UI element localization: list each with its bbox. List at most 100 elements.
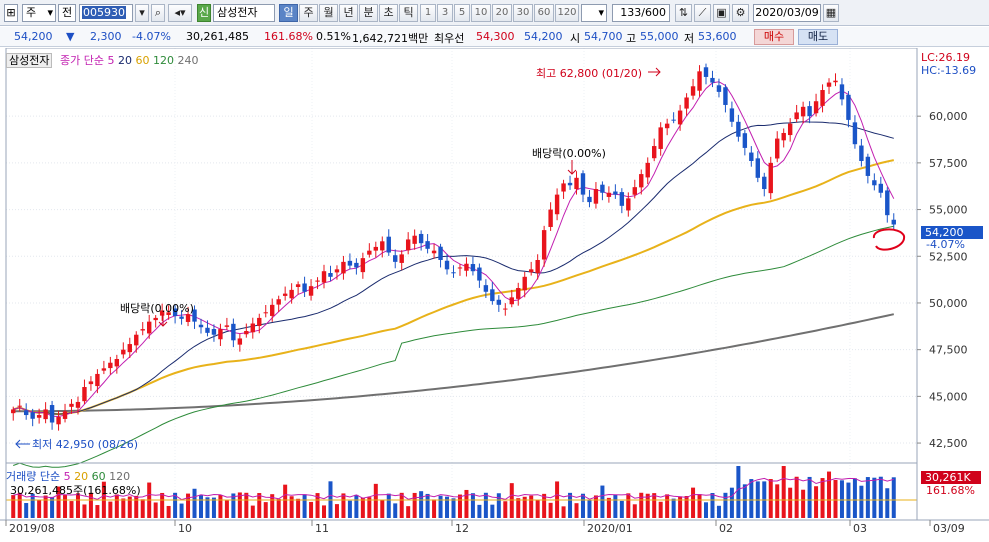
interval-custom-input[interactable]: ▾ <box>581 4 607 22</box>
candle-body <box>483 285 489 292</box>
legend-ma20: 20 <box>117 54 132 67</box>
volume-bar <box>496 493 501 518</box>
candle-body <box>367 250 372 255</box>
volume-bar <box>580 493 585 518</box>
buy-button[interactable]: 매수 <box>754 29 794 45</box>
y-tick-label: 45,000 <box>929 390 968 403</box>
candle-body <box>121 349 126 355</box>
price-chart[interactable]: 42,500 45,000 47,500 50,000 52,500 55,000 57,5… <box>0 47 989 539</box>
period-year[interactable]: 년 <box>339 4 358 22</box>
candle-body <box>56 416 61 425</box>
code-input[interactable]: 005930 <box>79 4 133 22</box>
volume-bar <box>231 493 236 518</box>
interval-20[interactable]: 20 <box>492 4 512 22</box>
volume-bar <box>30 493 35 518</box>
market-select-value: 주 <box>26 6 37 19</box>
gear-icon[interactable]: ⚙ <box>732 4 749 22</box>
search-icon[interactable]: ⌕ <box>151 4 165 22</box>
candle-body <box>729 108 735 122</box>
candle-body <box>328 273 333 277</box>
high-price: 55,000 <box>640 30 679 43</box>
price-legend: 삼성전자 종가 단순 5 20 60 120 240 <box>6 52 198 68</box>
volume-bar <box>872 477 877 518</box>
min-annotation: 최저 42,950 (08/26) <box>32 438 139 451</box>
volume-bar <box>768 479 773 518</box>
candle-body <box>211 329 217 335</box>
volume-bar <box>814 486 819 518</box>
open-label: 시 <box>570 32 581 45</box>
legend-stock: 삼성전자 <box>6 53 53 68</box>
volume-bar <box>457 494 462 518</box>
volume-bar <box>691 487 696 518</box>
stock-name: 삼성전자 <box>213 4 275 22</box>
candle-body <box>321 271 327 283</box>
period-second[interactable]: 초 <box>379 4 398 22</box>
candle-body <box>451 272 456 274</box>
market-select[interactable]: 주 ▾ <box>22 4 56 22</box>
interval-10[interactable]: 10 <box>471 4 491 22</box>
calendar-icon[interactable]: ▦ <box>823 4 839 22</box>
volume-bar <box>121 498 126 518</box>
interval-60[interactable]: 60 <box>534 4 554 22</box>
candle-body <box>742 133 748 148</box>
last-price-tag: 54,200 <box>921 226 983 239</box>
period-day[interactable]: 일 <box>279 4 298 22</box>
count-input[interactable]: 133/600 <box>612 4 670 22</box>
max-annotation: 최고 62,800 (01/20) <box>536 67 643 80</box>
volume-bar <box>283 484 288 518</box>
candle-body <box>658 127 663 149</box>
highlight-circle <box>873 228 905 251</box>
volume-bar <box>665 494 670 518</box>
interval-1[interactable]: 1 <box>420 4 436 22</box>
volume-bar <box>367 497 372 518</box>
volume-bar <box>859 485 864 518</box>
volume-bar <box>749 479 754 518</box>
candle-body <box>632 187 637 195</box>
legend-ma120: 120 <box>152 54 174 67</box>
volume-bar <box>166 505 171 518</box>
current-price: 54,200 <box>14 30 53 43</box>
volume-bar <box>516 498 521 518</box>
interval-3[interactable]: 3 <box>437 4 453 22</box>
candle-body <box>295 284 301 287</box>
period-tick[interactable]: 틱 <box>399 4 418 22</box>
candle-body <box>710 77 715 83</box>
volume-bar <box>257 493 262 518</box>
ma5-line <box>13 81 895 418</box>
save-icon[interactable]: ▣ <box>713 4 730 22</box>
candle-body <box>671 119 676 121</box>
candle-body <box>218 329 223 340</box>
sell-button[interactable]: 매도 <box>798 29 838 45</box>
volume-bar <box>697 494 702 518</box>
candle-body <box>833 80 838 83</box>
chart-area[interactable]: 42,500 45,000 47,500 50,000 52,500 55,000 57,5… <box>0 47 989 539</box>
volume-bar <box>296 498 301 518</box>
x-tick-label: 02 <box>719 522 733 535</box>
count-value: 133 <box>620 6 642 19</box>
volume-bar <box>671 498 676 518</box>
interval-30[interactable]: 30 <box>513 4 533 22</box>
candle-body <box>380 241 385 251</box>
interval-5[interactable]: 5 <box>454 4 470 22</box>
period-week[interactable]: 주 <box>299 4 318 22</box>
interval-120[interactable]: 120 <box>555 4 579 22</box>
date-input[interactable]: 2020/03/09 <box>753 4 821 22</box>
dividend-arrow-1 <box>158 314 168 327</box>
candle-body <box>677 110 683 125</box>
speaker-icon[interactable]: ◂▾ <box>168 4 192 22</box>
code-dropdown-button[interactable]: ▾ <box>135 4 149 22</box>
chart-type-icon[interactable]: ⊞ <box>4 4 18 22</box>
candle-body <box>580 173 586 195</box>
candle-body <box>373 246 379 251</box>
volume-bar <box>309 501 314 518</box>
candle-icon[interactable]: ⇅ <box>675 4 692 22</box>
period-month[interactable]: 월 <box>319 4 338 22</box>
type-label[interactable]: 전 <box>58 4 76 22</box>
chevron-down-icon: ▾ <box>598 6 604 19</box>
volume-ratio: 161.68% <box>264 30 313 43</box>
volume-bar <box>477 504 482 518</box>
period-minute[interactable]: 분 <box>359 4 378 22</box>
volume-bar <box>788 487 793 518</box>
drawing-icon[interactable]: ⟋ <box>694 4 711 22</box>
dividend-arrow-2 <box>567 160 577 175</box>
